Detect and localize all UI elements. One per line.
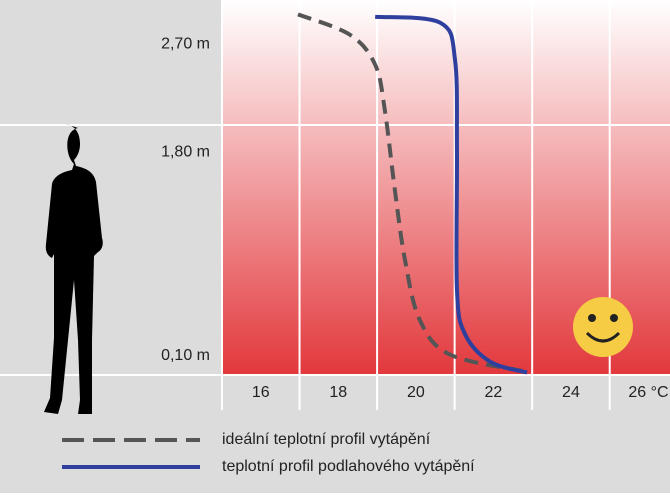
y-tick-label: 1,80 m [161, 143, 210, 160]
x-tick-label: 16 [252, 384, 270, 401]
smiley-eye [588, 314, 596, 322]
smiley-face [573, 297, 633, 357]
smiley [573, 297, 633, 357]
line [374, 14, 528, 375]
y-tick-label: 0,10 m [161, 347, 210, 364]
person-silhouette [44, 124, 103, 414]
x-tick-label: 24 [562, 384, 580, 401]
smiley-mouth [585, 331, 621, 343]
x-tick-label: 26 °C [628, 384, 668, 401]
smiley-eye [610, 314, 618, 322]
line [297, 12, 526, 374]
y-tick-label: 2,70 m [161, 36, 210, 53]
legend-label: ideální teplotní profil vytápění [222, 431, 431, 448]
legend-label: teplotní profil podlahového vytápění [222, 458, 475, 475]
x-tick-label: 20 [407, 384, 425, 401]
x-tick-label: 22 [485, 384, 503, 401]
x-tick-label: 18 [329, 384, 347, 401]
